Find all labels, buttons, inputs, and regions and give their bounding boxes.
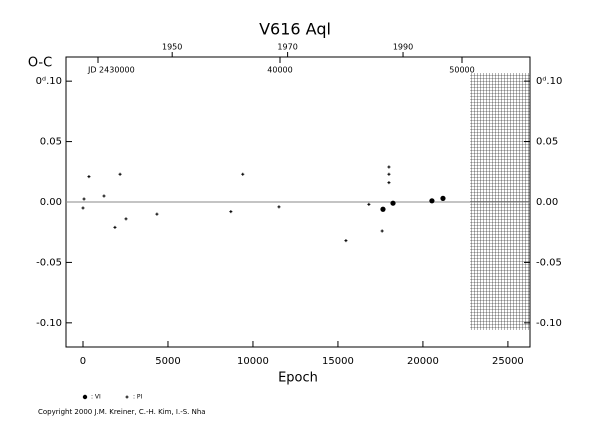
point bbox=[155, 212, 159, 216]
point bbox=[229, 210, 233, 214]
y-tick-label: 0.05 bbox=[40, 137, 62, 148]
y-tick-label: 0.00 bbox=[40, 197, 62, 208]
y-tick-label: -0.10 bbox=[36, 318, 62, 329]
point bbox=[124, 217, 128, 221]
year-tick-label: 1990 bbox=[393, 43, 413, 52]
y2-tick-label: 0ᵈ.10 bbox=[536, 76, 562, 87]
jd-tick-label: 50000 bbox=[449, 66, 474, 75]
point bbox=[241, 172, 245, 176]
y2-tick-label: -0.10 bbox=[536, 318, 562, 329]
legend-label: : VI bbox=[91, 394, 101, 401]
point bbox=[113, 225, 117, 229]
point bbox=[387, 181, 391, 185]
point bbox=[87, 175, 91, 179]
y2-tick-label: 0.00 bbox=[536, 197, 558, 208]
legend-label: : PI bbox=[133, 394, 143, 401]
point bbox=[367, 202, 371, 206]
y-axis-label: O-C bbox=[28, 56, 52, 71]
year-tick-label: 1970 bbox=[277, 43, 297, 52]
x-tick-label: 25000 bbox=[492, 356, 524, 367]
point bbox=[440, 195, 446, 201]
x-tick-label: 20000 bbox=[407, 356, 439, 367]
y2-tick-label: 0.05 bbox=[536, 137, 558, 148]
x-tick-label: 0 bbox=[80, 356, 86, 367]
x-tick-label: 10000 bbox=[237, 356, 269, 367]
point bbox=[82, 197, 86, 201]
point bbox=[429, 198, 435, 204]
point bbox=[277, 205, 281, 209]
jd-tick-label: 40000 bbox=[267, 66, 292, 75]
y-tick-label: -0.05 bbox=[36, 257, 62, 268]
y2-tick-label: -0.05 bbox=[536, 257, 562, 268]
year-tick-label: 1950 bbox=[162, 43, 182, 52]
point bbox=[387, 172, 391, 176]
point bbox=[118, 172, 122, 176]
legend-marker bbox=[125, 395, 129, 399]
copyright: Copyright 2000 J.M. Kreiner, C.-H. Kim, … bbox=[38, 408, 206, 416]
legend-marker bbox=[82, 394, 88, 400]
point bbox=[390, 200, 396, 206]
jd-tick-label: JD 2430000 bbox=[87, 66, 135, 75]
point bbox=[102, 194, 106, 198]
point bbox=[387, 165, 391, 169]
chart-title: V616 Aql bbox=[259, 20, 331, 39]
x-tick-label: 5000 bbox=[155, 356, 180, 367]
point bbox=[81, 206, 85, 210]
x-axis-label: Epoch bbox=[278, 371, 318, 386]
point bbox=[344, 239, 348, 243]
point bbox=[380, 229, 384, 233]
point bbox=[380, 206, 386, 212]
x-tick-label: 15000 bbox=[322, 356, 354, 367]
y-tick-label: 0ᵈ.10 bbox=[36, 76, 62, 87]
